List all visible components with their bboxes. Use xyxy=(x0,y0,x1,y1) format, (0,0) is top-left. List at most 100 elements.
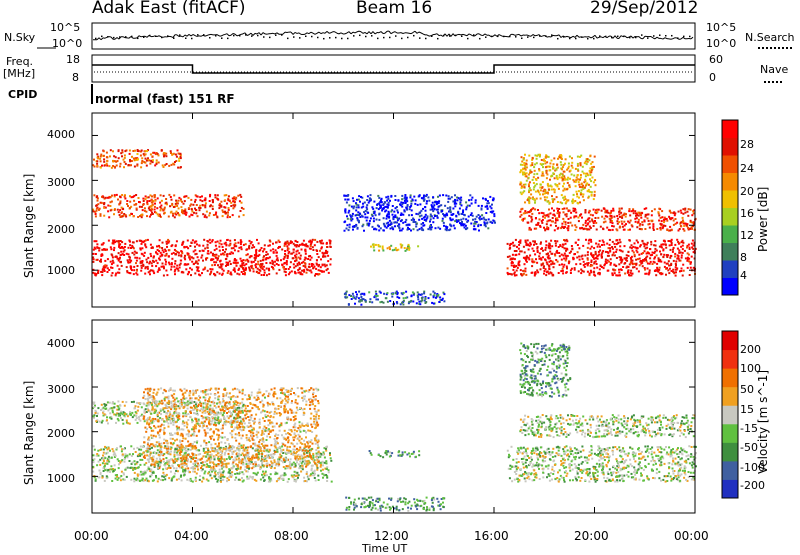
power-cell xyxy=(346,202,348,204)
power-cell xyxy=(557,178,559,180)
power-cell xyxy=(653,229,655,231)
power-cell xyxy=(619,245,621,247)
power-cell xyxy=(111,267,113,269)
velocity-cell xyxy=(117,479,119,481)
power-cell xyxy=(132,241,134,243)
power-cell xyxy=(252,244,254,246)
power-cell xyxy=(366,220,368,222)
power-cell xyxy=(358,199,360,201)
power-cell xyxy=(275,249,277,251)
power-cell xyxy=(366,204,368,206)
power-cell xyxy=(199,209,201,211)
power-cell xyxy=(538,212,540,214)
power-cell xyxy=(369,220,371,222)
power-cell xyxy=(267,253,269,255)
power-cell xyxy=(436,209,438,211)
power-cell xyxy=(425,302,427,304)
power-cell xyxy=(546,196,548,198)
power-cell xyxy=(660,253,662,255)
power-cell xyxy=(121,149,123,151)
power-cell xyxy=(344,230,346,232)
power-cell xyxy=(579,263,581,265)
power-cell xyxy=(621,217,623,219)
power-cell xyxy=(209,205,211,207)
power-cell xyxy=(490,221,492,223)
power-cell xyxy=(176,265,178,267)
power-cell xyxy=(128,247,130,249)
power-cell xyxy=(111,254,113,256)
power-cell xyxy=(443,300,445,302)
power-cell xyxy=(533,189,535,191)
power-cell xyxy=(659,251,661,253)
power-cell xyxy=(143,200,145,202)
power-cell xyxy=(194,208,196,210)
power-cell xyxy=(594,194,596,196)
velocity-cell xyxy=(139,480,141,482)
power-cell xyxy=(637,241,639,243)
power-cell xyxy=(376,219,378,221)
power-cell xyxy=(389,248,391,250)
power-cell xyxy=(312,239,314,241)
power-cell xyxy=(533,199,535,201)
power-cell xyxy=(594,257,596,259)
power-cell xyxy=(454,205,456,207)
power-cell xyxy=(583,261,585,263)
power-cell xyxy=(98,247,100,249)
power-cell xyxy=(366,199,368,201)
power-cell xyxy=(668,260,670,262)
power-cell xyxy=(680,225,682,227)
power-cell xyxy=(535,191,537,193)
velocity-cell xyxy=(162,468,164,470)
velocity-cell xyxy=(121,459,123,461)
power-cell xyxy=(526,180,528,182)
power-cell xyxy=(544,229,546,231)
power-cell xyxy=(219,266,221,268)
power-cell xyxy=(570,222,572,224)
power-cell xyxy=(609,212,611,214)
power-cell xyxy=(137,216,139,218)
power-cell xyxy=(120,254,122,256)
power-cell xyxy=(235,245,237,247)
power-cell xyxy=(613,264,615,266)
power-cell xyxy=(356,204,358,206)
power-cell xyxy=(284,253,286,255)
power-cell xyxy=(213,273,215,275)
power-cell xyxy=(602,240,604,242)
power-cell xyxy=(546,214,548,216)
power-cell xyxy=(541,212,543,214)
power-cell xyxy=(582,166,584,168)
power-cell xyxy=(549,179,551,181)
velocity-cell xyxy=(331,481,333,483)
power-cell xyxy=(212,268,214,270)
power-cell xyxy=(587,197,589,199)
power-cell xyxy=(348,304,350,306)
power-cell xyxy=(648,213,650,215)
power-cell xyxy=(131,245,133,247)
velocity-cell xyxy=(104,457,106,459)
power-cell xyxy=(163,208,165,210)
power-cell xyxy=(158,269,160,271)
power-cell xyxy=(244,273,246,275)
velocity-cell xyxy=(229,472,231,474)
power-cell xyxy=(605,259,607,261)
velocity-cell xyxy=(205,456,207,458)
power-cell xyxy=(103,215,105,217)
power-cell xyxy=(96,210,98,212)
power-cell xyxy=(649,227,651,229)
velocity-cell xyxy=(93,461,95,463)
power-cell xyxy=(136,260,138,262)
power-cell xyxy=(478,230,480,232)
power-cell xyxy=(557,167,559,169)
power-cell xyxy=(102,196,104,198)
power-cell xyxy=(609,239,611,241)
velocity-cell xyxy=(93,458,95,460)
velocity-cell xyxy=(111,480,113,482)
power-cell xyxy=(526,255,528,257)
power-cell xyxy=(649,257,651,259)
power-cell xyxy=(554,191,556,193)
power-cell xyxy=(486,222,488,224)
power-cell xyxy=(176,240,178,242)
power-cell xyxy=(639,228,641,230)
power-cell xyxy=(246,248,248,250)
power-cell xyxy=(647,242,649,244)
